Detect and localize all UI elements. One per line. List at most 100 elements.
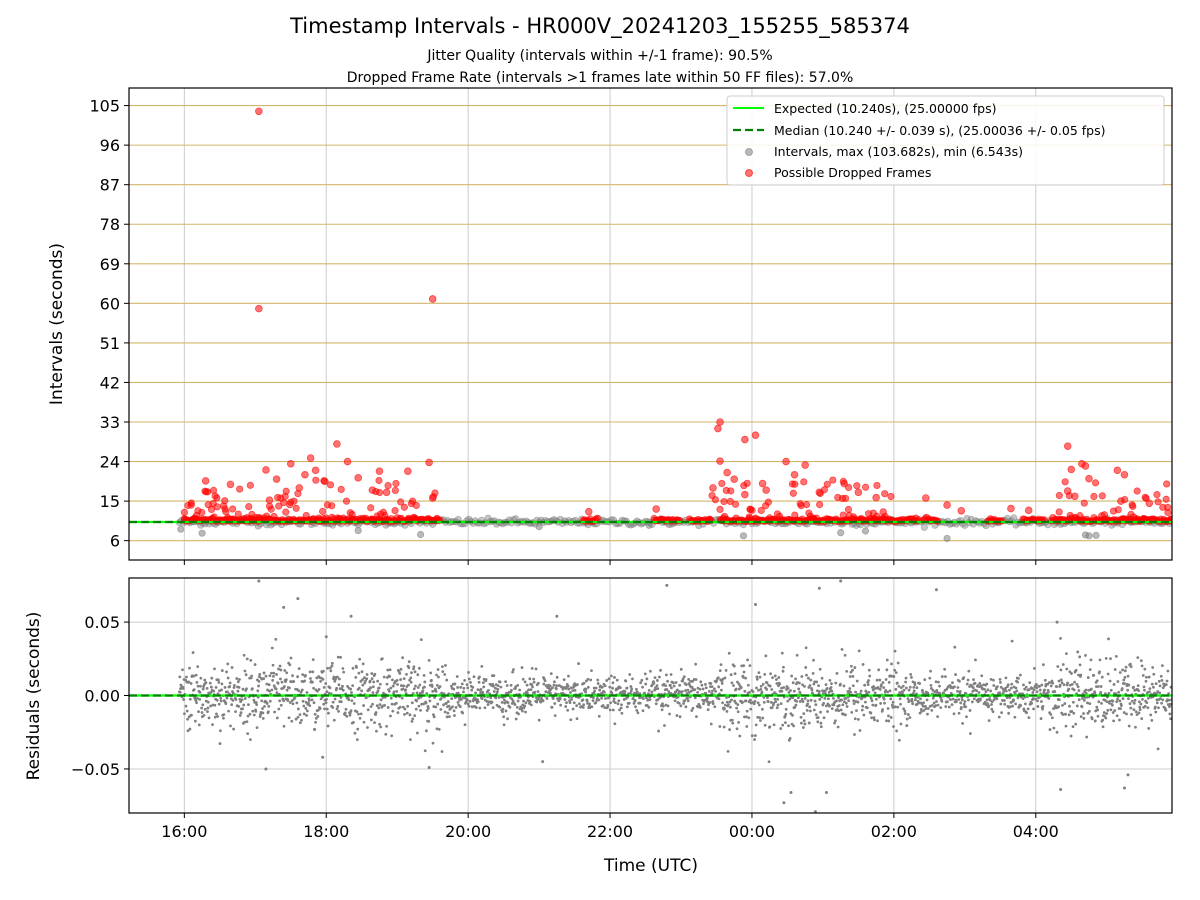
residual-point	[535, 700, 539, 704]
residual-point	[409, 680, 413, 684]
residual-point	[305, 713, 308, 717]
residual-point	[800, 675, 804, 678]
residual-point	[761, 682, 765, 686]
dropped-frame-point	[384, 482, 392, 490]
residual-point	[270, 688, 274, 692]
residual-point	[967, 698, 970, 702]
residual-point	[1003, 702, 1007, 706]
residual-point	[881, 708, 884, 711]
residual-point	[855, 679, 859, 683]
residual-point	[1036, 705, 1040, 708]
residual-point	[1105, 700, 1109, 704]
residual-point	[921, 691, 925, 694]
residual-point	[901, 684, 905, 688]
residual-point	[1134, 725, 1137, 729]
dropped-frame-point	[1145, 499, 1154, 508]
residual-point	[589, 678, 593, 682]
residual-point	[243, 669, 247, 673]
axis-ticks: 16:00 18:00 20:00 22:00 00:00 02:00 04:0010596…	[71, 97, 1059, 841]
dropped-frame-point	[180, 508, 188, 516]
residual-point	[419, 638, 423, 641]
residual-point	[921, 704, 925, 708]
residual-point	[562, 678, 566, 682]
residual-point	[218, 729, 222, 733]
residual-point	[513, 703, 517, 706]
residual-point	[1069, 734, 1073, 738]
residual-point	[1108, 699, 1112, 703]
residual-point	[896, 661, 900, 665]
dropped-frame-point	[362, 514, 370, 522]
residual-point	[359, 712, 363, 716]
residual-point	[321, 677, 325, 681]
residual-point	[348, 711, 352, 715]
residual-point	[349, 614, 353, 618]
residual-point	[271, 678, 275, 682]
dropped-frame-point	[184, 501, 192, 510]
residual-point	[521, 677, 525, 681]
residual-point	[744, 676, 748, 680]
residual-point	[208, 681, 212, 685]
residual-point	[688, 690, 691, 694]
residual-point	[188, 727, 192, 731]
residual-point	[200, 706, 204, 710]
residual-point	[1055, 685, 1059, 689]
dropped-frame-point	[404, 467, 412, 476]
residual-point	[619, 706, 623, 710]
residual-point	[1111, 703, 1114, 707]
residual-point	[733, 672, 737, 676]
residual-point	[414, 684, 417, 688]
residual-point	[674, 690, 678, 694]
residual-point	[717, 697, 721, 701]
residual-point	[730, 718, 734, 722]
dropped-frame-point	[709, 484, 717, 492]
residual-point	[388, 668, 392, 672]
residual-point	[986, 688, 990, 692]
residual-point	[277, 707, 281, 711]
residual-point	[311, 680, 314, 684]
residual-point	[401, 687, 405, 691]
residual-point	[817, 684, 820, 688]
residual-point	[1059, 678, 1063, 682]
dropped-frame-point	[201, 477, 210, 485]
residual-point	[704, 683, 707, 686]
dropped-frame-point	[1164, 503, 1172, 511]
residual-point	[966, 678, 970, 682]
residual-point	[1104, 692, 1107, 696]
residual-point	[1019, 704, 1023, 707]
residual-point	[300, 718, 303, 722]
residual-point	[1084, 692, 1088, 695]
dropped-frame-point	[248, 510, 256, 518]
residual-point	[476, 698, 479, 702]
residual-point	[1152, 672, 1156, 676]
residual-point	[313, 712, 317, 716]
residual-point	[1088, 709, 1091, 713]
residual-point	[1127, 724, 1131, 728]
residual-point	[903, 709, 907, 713]
residual-point	[1004, 676, 1008, 680]
residual-point	[762, 701, 766, 704]
residual-point	[1100, 701, 1103, 705]
residual-point	[536, 690, 540, 693]
dropped-frame-point	[1127, 510, 1135, 518]
residual-point	[1114, 655, 1118, 658]
dropped-frame-point	[255, 304, 263, 313]
residual-point	[321, 755, 325, 759]
residual-point	[555, 684, 559, 688]
residual-point	[983, 687, 986, 691]
residual-point	[458, 705, 462, 709]
residual-point	[425, 709, 429, 712]
residual-point	[261, 711, 265, 715]
residual-point	[1096, 685, 1100, 688]
residual-point	[1023, 687, 1027, 691]
dropped-frame-point	[758, 479, 767, 488]
residual-point	[1079, 673, 1083, 677]
residual-point	[1036, 699, 1039, 703]
residual-point	[439, 697, 443, 700]
x-tick-label: 00:00	[729, 822, 775, 841]
residual-point	[584, 690, 588, 694]
residual-point	[254, 710, 258, 713]
residual-point	[1077, 673, 1080, 677]
residual-point	[219, 696, 223, 700]
residual-point	[356, 727, 360, 731]
residual-point	[452, 709, 456, 713]
